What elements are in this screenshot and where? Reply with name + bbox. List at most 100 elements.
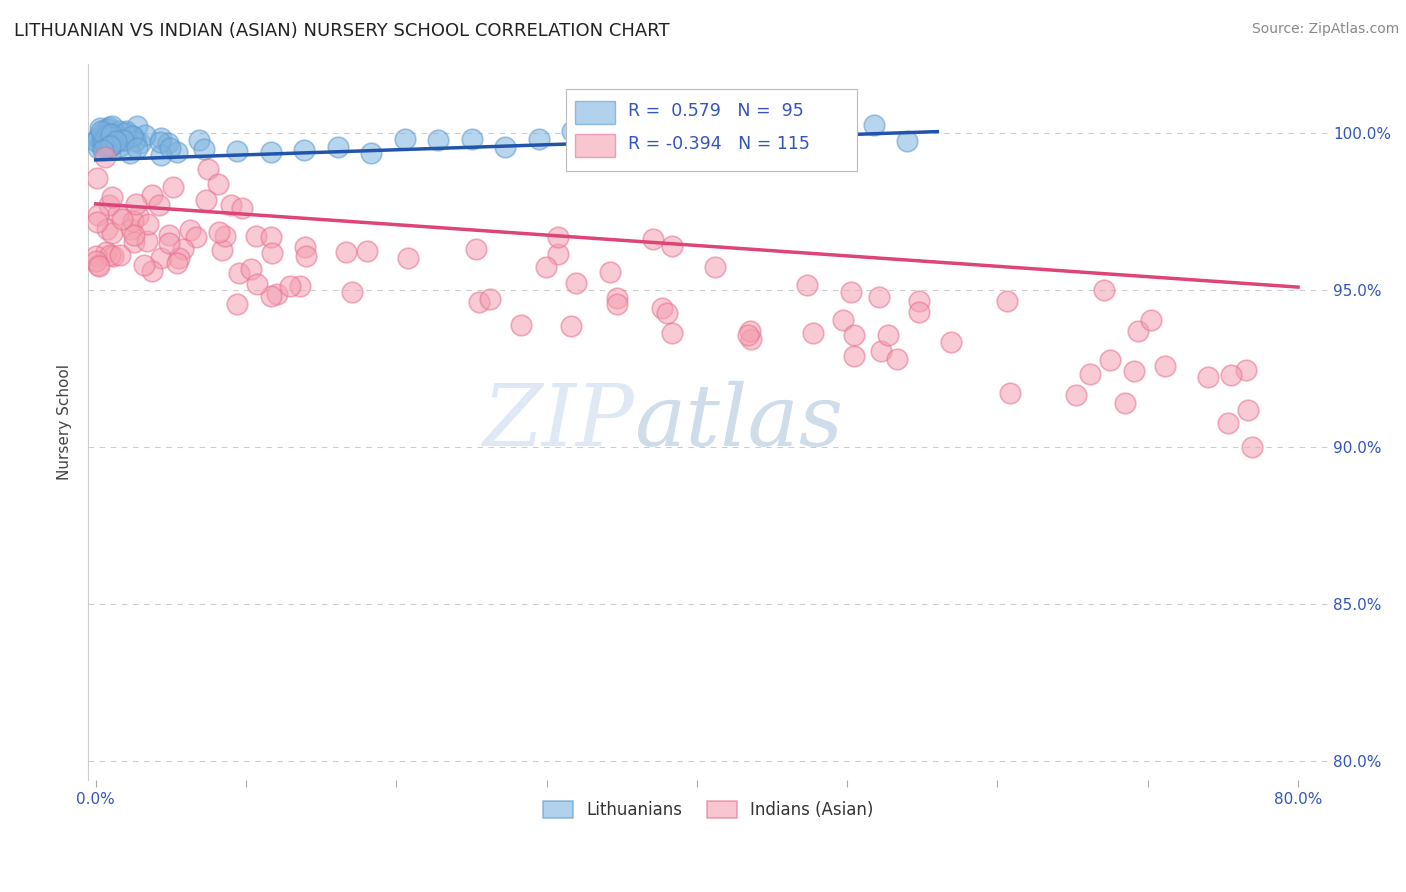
Point <box>97 128 120 142</box>
Point <box>427 133 450 147</box>
Point <box>105 127 128 141</box>
Point <box>762 125 785 139</box>
Point <box>240 262 263 277</box>
Point <box>796 132 818 146</box>
Point <box>862 118 884 132</box>
Point <box>86 134 108 148</box>
Point <box>599 265 621 279</box>
Point <box>225 297 247 311</box>
Point <box>494 140 516 154</box>
Point <box>120 130 142 145</box>
Point <box>1114 396 1136 410</box>
Point <box>510 318 533 333</box>
Point <box>260 145 283 160</box>
Point <box>295 249 318 263</box>
Point <box>94 129 117 144</box>
Point <box>98 138 121 153</box>
Point <box>94 138 117 153</box>
Text: R = -0.394   N = 115: R = -0.394 N = 115 <box>627 136 810 153</box>
Point <box>115 133 138 147</box>
Point <box>90 123 112 137</box>
Point <box>98 248 121 262</box>
Point <box>125 197 148 211</box>
Point <box>110 248 132 262</box>
Point <box>661 239 683 253</box>
Point <box>121 128 143 143</box>
Point <box>1126 324 1149 338</box>
Point <box>246 277 269 292</box>
Point <box>547 247 569 261</box>
Point <box>998 385 1021 400</box>
Text: atlas: atlas <box>634 381 842 464</box>
Point <box>172 242 194 256</box>
Point <box>148 198 170 212</box>
Point <box>157 136 180 151</box>
Point <box>149 148 172 162</box>
Point <box>335 244 357 259</box>
Point <box>157 235 180 250</box>
Point <box>114 124 136 138</box>
Point <box>479 292 502 306</box>
Point <box>561 123 583 137</box>
Point <box>1216 417 1239 431</box>
Point <box>103 249 125 263</box>
Legend: Lithuanians, Indians (Asian): Lithuanians, Indians (Asian) <box>536 794 880 826</box>
Text: Source: ZipAtlas.com: Source: ZipAtlas.com <box>1251 22 1399 37</box>
Point <box>869 344 891 359</box>
Point <box>628 134 651 148</box>
Point <box>101 127 124 141</box>
Point <box>101 119 124 133</box>
Point <box>657 305 679 319</box>
Point <box>124 134 146 148</box>
Point <box>527 131 550 145</box>
Point <box>464 242 486 256</box>
Point <box>107 207 129 221</box>
Point <box>245 228 267 243</box>
Point <box>127 210 149 224</box>
Point <box>737 327 759 342</box>
Point <box>326 140 349 154</box>
Point <box>186 229 208 244</box>
Point <box>87 129 110 144</box>
Point <box>1197 370 1219 384</box>
Point <box>104 134 127 148</box>
Point <box>226 145 249 159</box>
Point <box>122 235 145 250</box>
Point <box>796 278 818 293</box>
Point <box>259 289 281 303</box>
Point <box>98 130 121 145</box>
Point <box>868 289 890 303</box>
Point <box>661 133 683 147</box>
Point <box>360 146 382 161</box>
Point <box>187 133 209 147</box>
Point <box>643 232 665 246</box>
Point <box>839 285 862 300</box>
Y-axis label: Nursery School: Nursery School <box>58 364 72 480</box>
Point <box>207 178 229 192</box>
Point <box>110 139 132 153</box>
Point <box>214 229 236 244</box>
FancyBboxPatch shape <box>575 101 616 123</box>
Point <box>149 131 172 145</box>
Point <box>1123 364 1146 378</box>
Point <box>136 218 159 232</box>
Point <box>101 138 124 153</box>
Point <box>228 266 250 280</box>
Point <box>231 201 253 215</box>
Point <box>136 234 159 248</box>
Point <box>288 279 311 293</box>
Point <box>844 349 866 363</box>
Point <box>107 124 129 138</box>
FancyBboxPatch shape <box>565 89 856 171</box>
Point <box>1099 352 1122 367</box>
Point <box>98 197 121 211</box>
Point <box>695 129 717 144</box>
Point <box>86 215 108 229</box>
Point <box>122 129 145 144</box>
Point <box>91 143 114 157</box>
Point <box>1092 283 1115 297</box>
Text: R =  0.579   N =  95: R = 0.579 N = 95 <box>627 102 803 120</box>
Point <box>100 138 122 153</box>
Point <box>100 129 122 144</box>
Point <box>565 276 588 290</box>
